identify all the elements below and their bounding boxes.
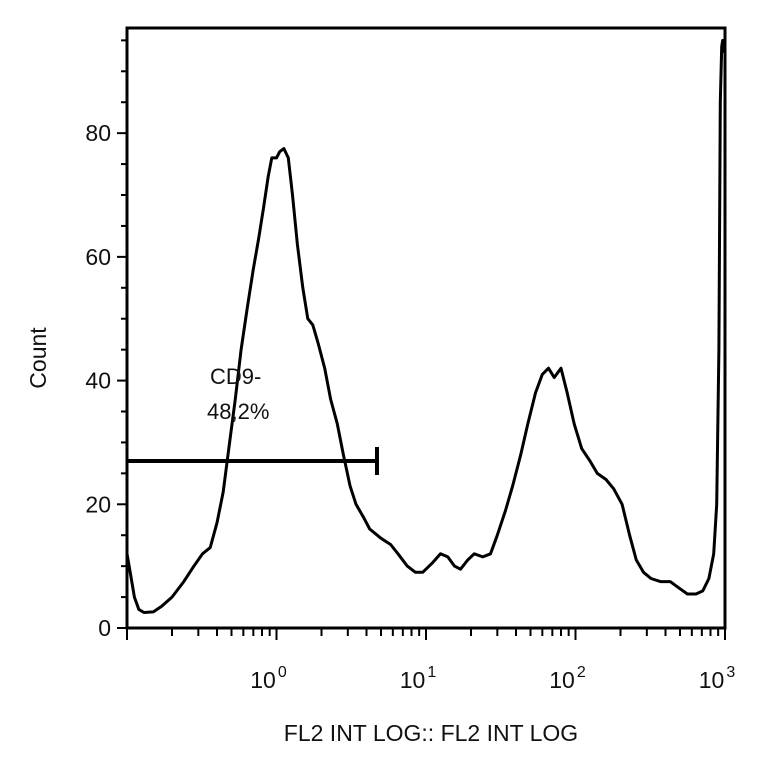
gate-label-name: CD9- [210,364,261,389]
y-tick-label: 80 [85,120,111,146]
y-tick-label: 0 [98,615,111,641]
y-axis-title: Count [25,327,51,389]
x-axis-title: FL2 INT LOG:: FL2 INT LOG [284,720,578,746]
plot-frame [125,26,727,630]
gate-marker: CD9- 48,2% [127,364,379,475]
gate-label-percent: 48,2% [207,399,269,424]
y-tick-label: 20 [85,491,111,517]
x-tick-label: 10 0 [250,664,287,693]
axis-labels: 0 20 40 60 80 10 0 10 1 10 2 10 3 [85,120,735,693]
y-tick-label: 60 [85,244,111,270]
x-tick-label: 10 3 [699,664,736,693]
x-tick-label: 10 2 [549,664,586,693]
y-tick-label: 40 [85,368,111,394]
histogram-curve [125,38,726,614]
x-tick-label: 10 1 [400,664,437,693]
